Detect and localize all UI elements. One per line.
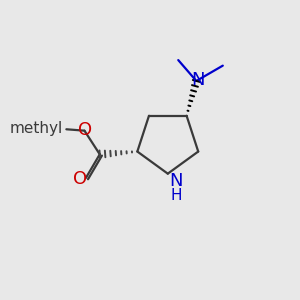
Text: O: O [73,169,87,188]
Text: N: N [169,172,183,190]
Text: methyl: methyl [10,121,63,136]
Text: H: H [170,188,182,203]
Text: O: O [78,121,92,139]
Text: N: N [191,70,205,88]
